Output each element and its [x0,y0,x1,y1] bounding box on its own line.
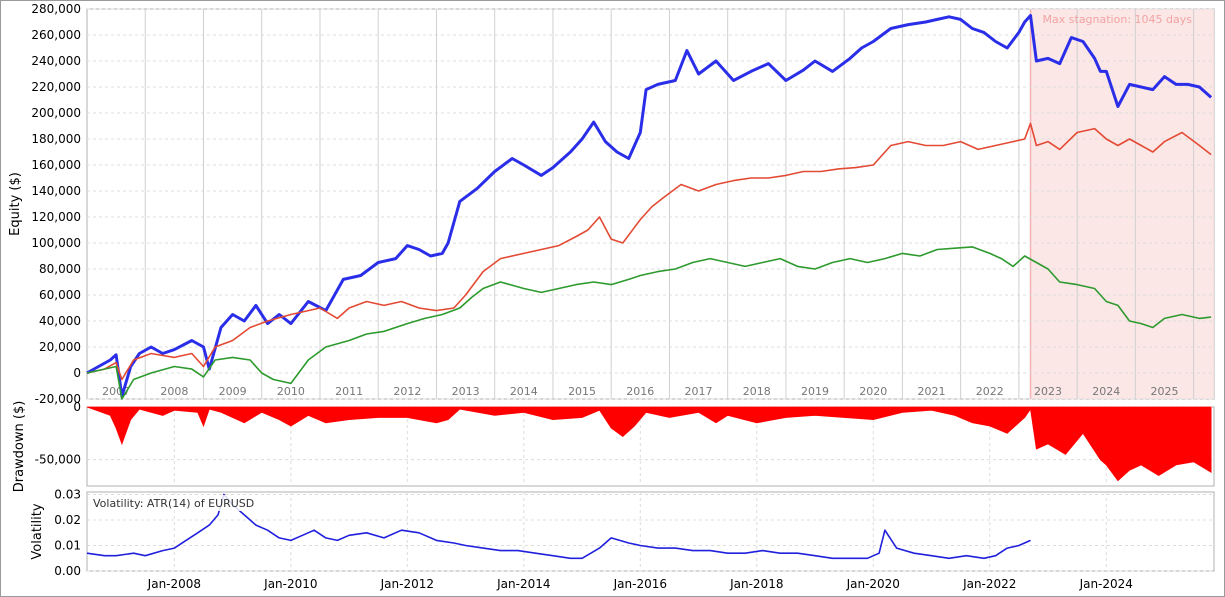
x-tick-label: Jan-2024 [1079,577,1133,591]
year-label: 2009 [219,385,247,398]
year-label: 2024 [1092,385,1120,398]
year-label: 2023 [1034,385,1062,398]
indicator-label: Volatility: ATR(14) of EURUSD [93,497,254,510]
x-tick-label: Jan-2014 [496,577,550,591]
equity-ytick-label: 180,000 [31,132,81,146]
drawdown-panel: 0 -50,000 Drawdown ($) [12,400,1215,493]
year-label: 2025 [1150,385,1178,398]
equity-ytick-label: 20,000 [39,340,81,354]
drawdown-ytick-label: -50,000 [35,453,81,467]
equity-ytick-label: 0 [73,366,81,380]
x-tick-label: Jan-2016 [613,577,667,591]
volatility-axis-label: Volatility [30,503,45,559]
equity-plot-area [86,8,1215,400]
equity-ytick-label: 160,000 [31,158,81,172]
year-label: 2022 [976,385,1004,398]
x-tick-label: Jan-2012 [380,577,434,591]
year-label: 2015 [568,385,596,398]
drawdown-area [86,406,1212,482]
year-label: 2016 [626,385,654,398]
year-label: 2011 [335,385,363,398]
year-label: 2017 [685,385,713,398]
equity-ytick-label: 60,000 [39,288,81,302]
drawdown-plot-area [86,406,1215,487]
equity-panel: -20,000 0 20,000 40,000 60,000 80,000 100,000 1… [8,2,1215,406]
equity-ytick-label: 240,000 [31,54,81,68]
x-tick-label: Jan-2010 [263,577,317,591]
equity-axis-label: Equity ($) [8,172,23,236]
volatility-ytick-label: 0.00 [54,564,81,578]
volatility-ytick-label: 0.03 [54,488,81,502]
volatility-plot-area [86,491,1215,572]
equity-ytick-label: 200,000 [31,106,81,120]
equity-series-line [86,246,1212,400]
volatility-ytick-label: 0.02 [54,513,81,527]
year-label: 2019 [801,385,829,398]
year-label: 2018 [743,385,771,398]
equity-ytick-label: 120,000 [31,210,81,224]
indicator-label-box [89,495,255,511]
equity-ytick-label: 280,000 [31,2,81,16]
volatility-panel: 0.00 0.01 0.02 0.03 Jan-2008 Jan-2010 Jan-2012… [30,488,1215,591]
x-tick-label: Jan-2008 [147,577,201,591]
equity-ytick-label: 260,000 [31,28,81,42]
equity-ytick-label: 100,000 [31,236,81,250]
year-label: 2012 [393,385,421,398]
year-label: 2010 [277,385,305,398]
drawdown-ytick-label: 0 [73,400,81,414]
drawdown-axis-label: Drawdown ($) [12,401,27,493]
year-label: 2013 [452,385,480,398]
year-label: 2020 [859,385,887,398]
equity-series-line [86,14,1213,398]
stagnation-annotation: Max stagnation: 1045 days [1043,13,1193,26]
x-tick-label: Jan-2018 [729,577,783,591]
volatility-ytick-label: 0.01 [54,539,81,553]
equity-ytick-label: 220,000 [31,80,81,94]
stagnation-zone [1030,9,1214,399]
year-label: 2014 [510,385,538,398]
equity-series-line [86,122,1212,381]
x-tick-label: Jan-2020 [846,577,900,591]
equity-ytick-label: 40,000 [39,314,81,328]
equity-ytick-label: 140,000 [31,184,81,198]
equity-ytick-label: 80,000 [39,262,81,276]
year-label: 2008 [160,385,188,398]
x-tick-label: Jan-2022 [962,577,1016,591]
equity-ytick-label: -20,000 [35,392,81,406]
year-label: 2021 [918,385,946,398]
